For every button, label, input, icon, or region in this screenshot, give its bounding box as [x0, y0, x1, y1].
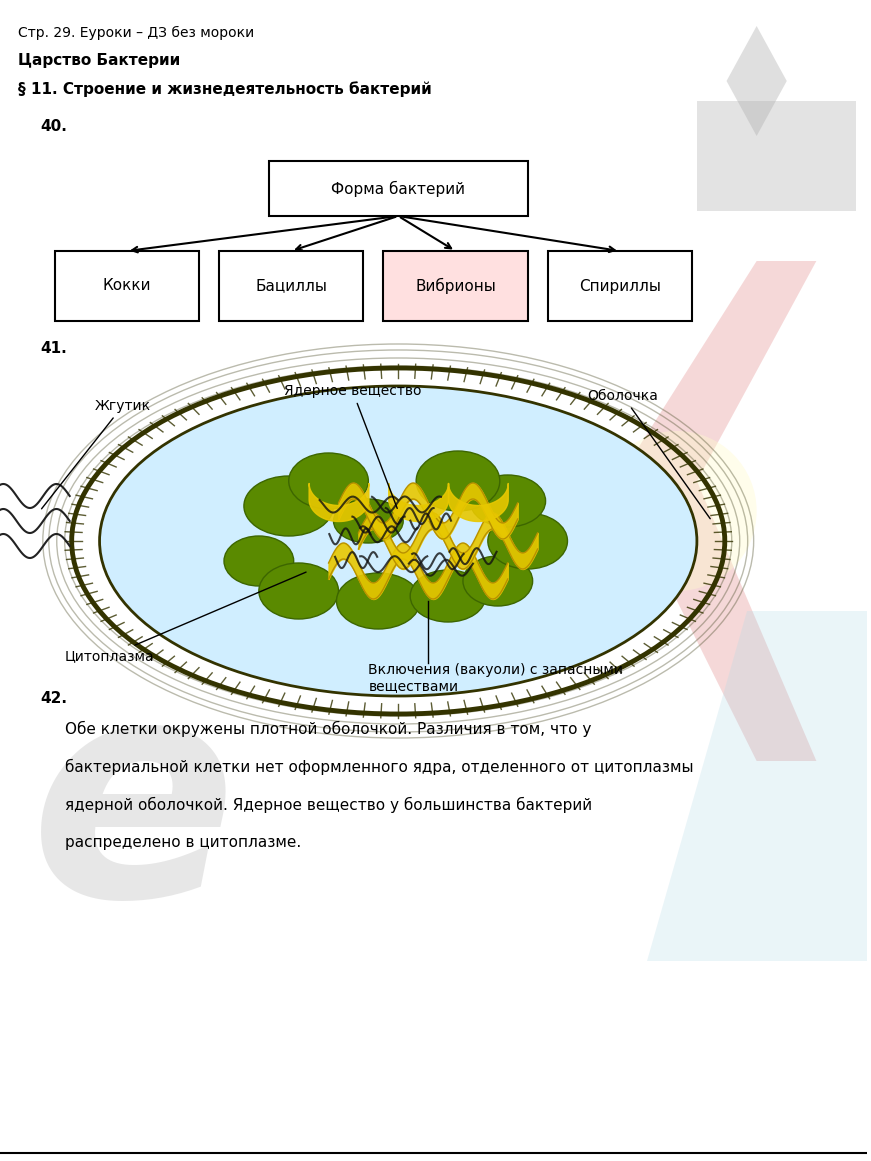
Ellipse shape [334, 499, 403, 543]
Ellipse shape [598, 431, 757, 591]
Text: Бациллы: Бациллы [255, 279, 327, 294]
FancyBboxPatch shape [55, 251, 199, 320]
Ellipse shape [288, 453, 368, 509]
Ellipse shape [416, 450, 500, 511]
PathPatch shape [647, 611, 868, 961]
Ellipse shape [224, 536, 294, 586]
Text: Ядерное вещество: Ядерное вещество [284, 384, 422, 509]
FancyBboxPatch shape [269, 161, 528, 216]
Ellipse shape [259, 563, 339, 619]
Text: распределено в цитоплазме.: распределено в цитоплазме. [64, 835, 301, 850]
Polygon shape [726, 26, 787, 136]
FancyBboxPatch shape [219, 251, 363, 320]
Text: Обе клетки окружены плотной оболочкой. Различия в том, что у: Обе клетки окружены плотной оболочкой. Р… [64, 721, 591, 737]
Text: 41.: 41. [40, 341, 66, 356]
FancyBboxPatch shape [697, 101, 856, 211]
Ellipse shape [336, 574, 420, 629]
Text: § 11. Строение и жизнедеятельность бактерий: § 11. Строение и жизнедеятельность бакте… [18, 81, 432, 96]
FancyBboxPatch shape [383, 251, 528, 320]
Text: 40.: 40. [40, 118, 67, 134]
Text: 42.: 42. [40, 691, 67, 706]
Ellipse shape [99, 385, 697, 695]
Ellipse shape [463, 556, 533, 606]
Text: Включения (вакуоли) с запасными
веществами: Включения (вакуоли) с запасными вещества… [368, 663, 624, 693]
Ellipse shape [410, 570, 486, 622]
Text: Цитоплазма: Цитоплазма [64, 572, 306, 663]
Text: Спириллы: Спириллы [579, 279, 661, 294]
Text: ядерной оболочкой. Ядерное вещество у большинства бактерий: ядерной оболочкой. Ядерное вещество у бо… [64, 796, 591, 813]
Text: Форма бактерий: Форма бактерий [331, 180, 465, 196]
PathPatch shape [618, 261, 816, 760]
FancyBboxPatch shape [548, 251, 692, 320]
Text: Кокки: Кокки [103, 279, 152, 294]
Text: Оболочка: Оболочка [587, 389, 710, 519]
Text: e: e [30, 664, 237, 961]
Text: Царство Бактерии: Царство Бактерии [18, 53, 180, 68]
Text: Жгутик: Жгутик [42, 399, 151, 509]
Text: Стр. 29. Еуроки – ДЗ без мороки: Стр. 29. Еуроки – ДЗ без мороки [18, 26, 254, 41]
Text: Вибрионы: Вибрионы [415, 277, 496, 294]
Ellipse shape [488, 513, 568, 569]
Text: бактериальной клетки нет оформленного ядра, отделенного от цитоплазмы: бактериальной клетки нет оформленного яд… [64, 759, 693, 776]
Ellipse shape [470, 475, 545, 527]
Ellipse shape [244, 476, 334, 536]
